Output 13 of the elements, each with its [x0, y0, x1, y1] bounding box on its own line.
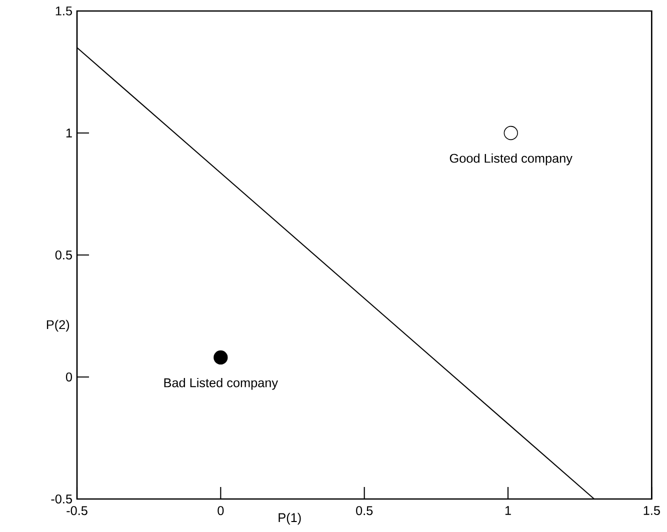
y-tick-label: 0 [66, 372, 72, 382]
y-axis-title: P(2) [46, 320, 70, 332]
y-tick-label: 0.5 [55, 250, 72, 260]
annotation: Good Listed company [450, 153, 572, 166]
y-tick-label: -0.5 [51, 494, 72, 504]
x-tick-label: 1.5 [644, 506, 660, 515]
annotation: Bad Listed company [164, 378, 278, 390]
y-tick-label: 1 [66, 128, 72, 138]
y-tick-label: 1.5 [56, 6, 72, 16]
x-tick-label: 0 [218, 506, 224, 516]
x-axis-title: P(1) [278, 512, 301, 525]
x-tick-label: 1 [505, 506, 511, 515]
x-tick-label: 0.5 [356, 506, 373, 516]
